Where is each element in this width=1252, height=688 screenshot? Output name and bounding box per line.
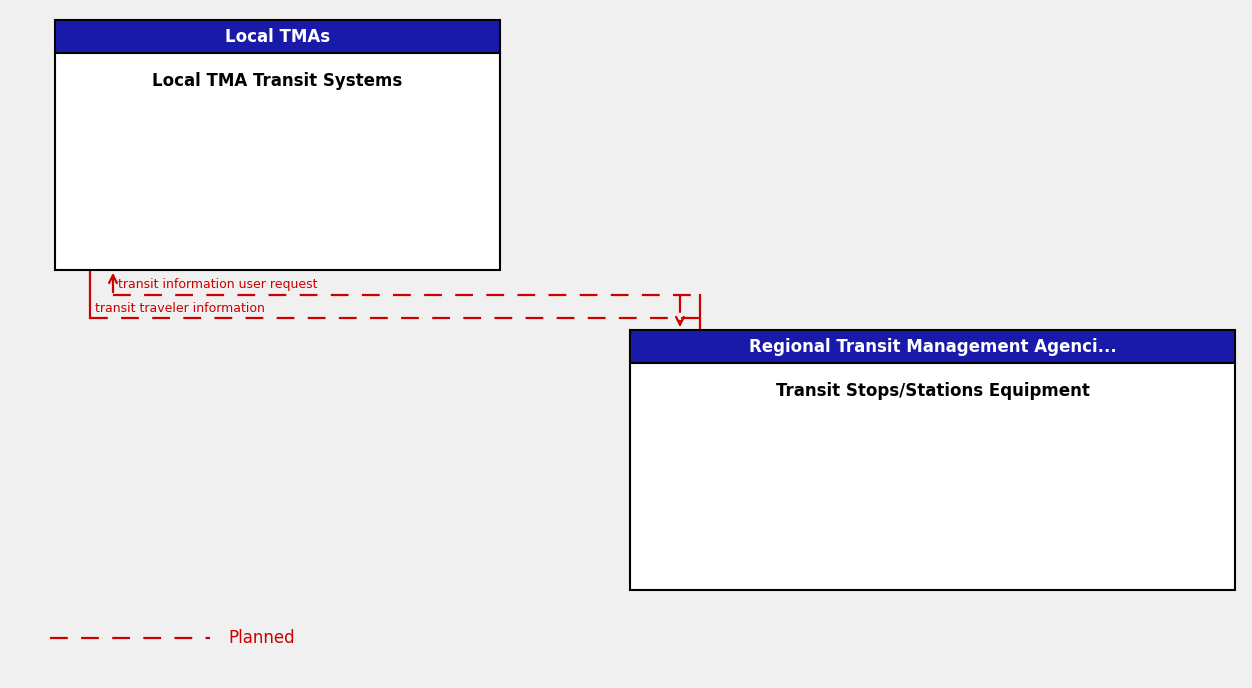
Text: Local TMA Transit Systems: Local TMA Transit Systems: [153, 72, 403, 90]
Text: transit information user request: transit information user request: [118, 278, 318, 291]
Bar: [55, 53, 500, 270]
Text: Regional Transit Management Agenci...: Regional Transit Management Agenci...: [749, 338, 1117, 356]
Bar: [630, 330, 1234, 363]
Text: Transit Stops/Stations Equipment: Transit Stops/Stations Equipment: [775, 382, 1089, 400]
Text: Planned: Planned: [228, 629, 294, 647]
Text: Local TMAs: Local TMAs: [225, 28, 331, 45]
Bar: [55, 20, 500, 53]
Bar: [630, 363, 1234, 590]
Text: transit traveler information: transit traveler information: [95, 302, 265, 315]
